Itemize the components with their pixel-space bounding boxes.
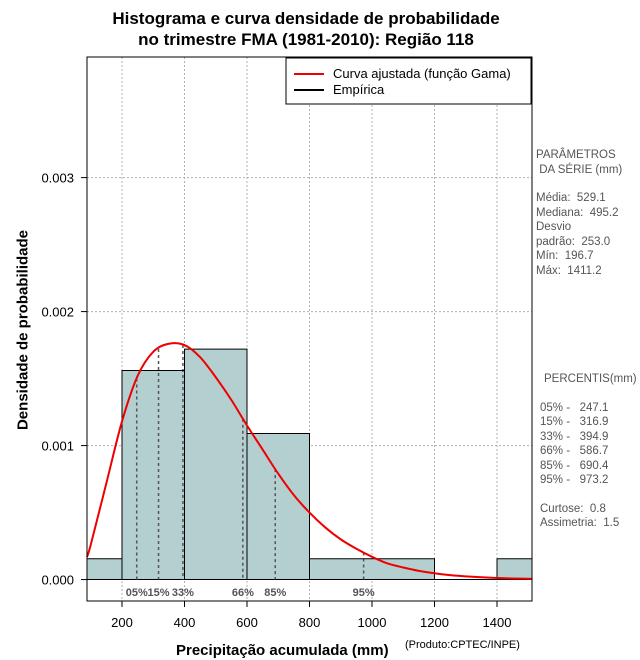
legend-curve-label: Curva ajustada (função Gama) (333, 66, 511, 81)
param-mean: Média: 529.1 (536, 192, 606, 204)
percentile-label: 66% (232, 587, 254, 599)
x-tick-label: 1400 (483, 615, 512, 630)
percentile-95: 95% - 973.2 (540, 474, 609, 486)
param-max: Máx: 1411.2 (536, 264, 602, 277)
percentile-label: 85% (264, 587, 286, 599)
chart-title-line-1: Histograma e curva densidade de probabil… (112, 9, 500, 28)
param-sd-label: Desvio (536, 221, 572, 233)
histogram-bar (247, 433, 310, 580)
percentile-markers: 05% 15% 33% 66% 85% 95% (126, 344, 375, 599)
histogram-bar (309, 558, 435, 580)
y-tick-label: 0.003 (41, 171, 74, 186)
percentile-label: 33% (172, 587, 194, 599)
stat-kurtosis: Curtose: 0.8 (540, 502, 606, 515)
legend-box (285, 57, 532, 105)
y-tick-label: 0.000 (41, 573, 74, 588)
percentile-85: 85% - 690.4 (540, 459, 609, 472)
x-axis-label: Precipitação acumulada (mm) (176, 642, 389, 659)
histogram-bar (87, 558, 122, 580)
x-tick-label: 600 (236, 615, 258, 630)
percentile-15: 15% - 316.9 (540, 416, 609, 428)
histogram-bars (86, 349, 533, 581)
percentiles-panel: PERCENTIS(mm) 05% - 247.1 15% - 316.9 33… (540, 372, 637, 531)
legend-empirical-label: Empírica (333, 82, 385, 97)
params-heading-line-1: PARÂMETROS (536, 149, 616, 161)
param-median: Mediana: 495.2 (536, 206, 619, 219)
percentis-heading: PERCENTIS(mm) (544, 373, 637, 385)
params-heading-line-2: DA SÉRIE (mm) (536, 163, 623, 176)
stat-skewness: Assimetria: 1.5 (540, 517, 620, 529)
percentile-label: 05% (126, 587, 148, 599)
x-tick-label: 800 (299, 615, 321, 630)
axes: 200 400 600 800 1000 1200 1400 0.000 0.001 0.002 0… (41, 171, 511, 630)
chart-title-line-2: no trimestre FMA (1981-2010): Região 118 (138, 30, 474, 49)
y-tick-label: 0.001 (41, 439, 74, 454)
histogram-bar (497, 558, 532, 580)
percentile-label: 15% (148, 587, 170, 599)
x-tick-label: 1200 (420, 615, 449, 630)
x-tick-label: 400 (174, 615, 196, 630)
series-parameters-panel: PARÂMETROS DA SÉRIE (mm) Média: 529.1 Me… (536, 148, 622, 278)
histogram-bar (122, 370, 185, 580)
x-tick-label: 200 (111, 615, 133, 630)
histogram-bar (184, 349, 247, 580)
empirical-outline (87, 348, 532, 581)
percentile-66: 66% - 586.7 (540, 445, 609, 457)
percentile-33: 33% - 394.9 (540, 430, 609, 443)
fitted-gamma-curve (86, 342, 533, 580)
param-min: Mín: 196.7 (536, 250, 594, 262)
product-credit: (Produto:CPTEC/INPE) (405, 639, 520, 651)
y-axis-label: Densidade de probabilidade (14, 229, 32, 431)
x-tick-label: 1000 (358, 615, 387, 630)
percentile-05: 05% - 247.1 (540, 401, 609, 414)
percentile-label: 95% (353, 587, 375, 599)
y-tick-label: 0.002 (41, 305, 74, 320)
param-sd-value: padrão: 253.0 (536, 235, 611, 248)
legend: Curva ajustada (função Gama) Empírica (285, 57, 532, 105)
